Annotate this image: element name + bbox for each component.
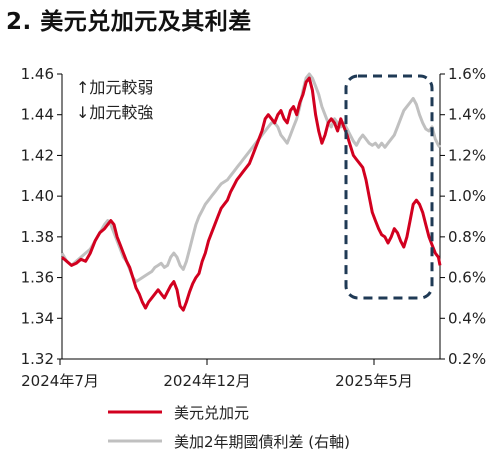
right-tick-label: 0.6% (448, 269, 486, 287)
left-tick-label: 1.38 (21, 228, 54, 246)
right-tick-label: 1.4% (448, 106, 486, 124)
legend-label-usdcad: 美元兑加元 (174, 404, 249, 422)
left-tick-label: 1.42 (21, 146, 54, 164)
left-tick-label: 1.34 (21, 309, 54, 327)
x-tick-label: 2024年12月 (163, 372, 250, 390)
right-tick-label: 1.0% (448, 187, 486, 205)
annotation-stronger: ↓加元較強 (76, 103, 153, 122)
x-tick-label: 2024年7月 (21, 372, 99, 390)
left-tick-label: 1.36 (21, 269, 54, 287)
right-tick-label: 1.6% (448, 65, 486, 83)
left-tick-label: 1.44 (21, 106, 54, 124)
right-tick-label: 1.2% (448, 146, 486, 164)
left-tick-label: 1.46 (21, 65, 54, 83)
right-tick-label: 0.2% (448, 350, 486, 368)
legend-label-spread: 美加2年期國債利差 (右軸) (174, 433, 350, 451)
right-tick-label: 0.8% (448, 228, 486, 246)
series-line-usdcad (61, 76, 442, 312)
left-tick-label: 1.40 (21, 187, 54, 205)
highlight-box (344, 74, 434, 300)
left-tick-label: 1.32 (21, 350, 54, 368)
x-tick-label: 2025年5月 (335, 372, 413, 390)
chart-title: 2. 美元兑加元及其利差 (6, 9, 252, 35)
annotation-weaker: ↑加元較弱 (76, 78, 153, 97)
right-tick-label: 0.4% (448, 309, 486, 327)
